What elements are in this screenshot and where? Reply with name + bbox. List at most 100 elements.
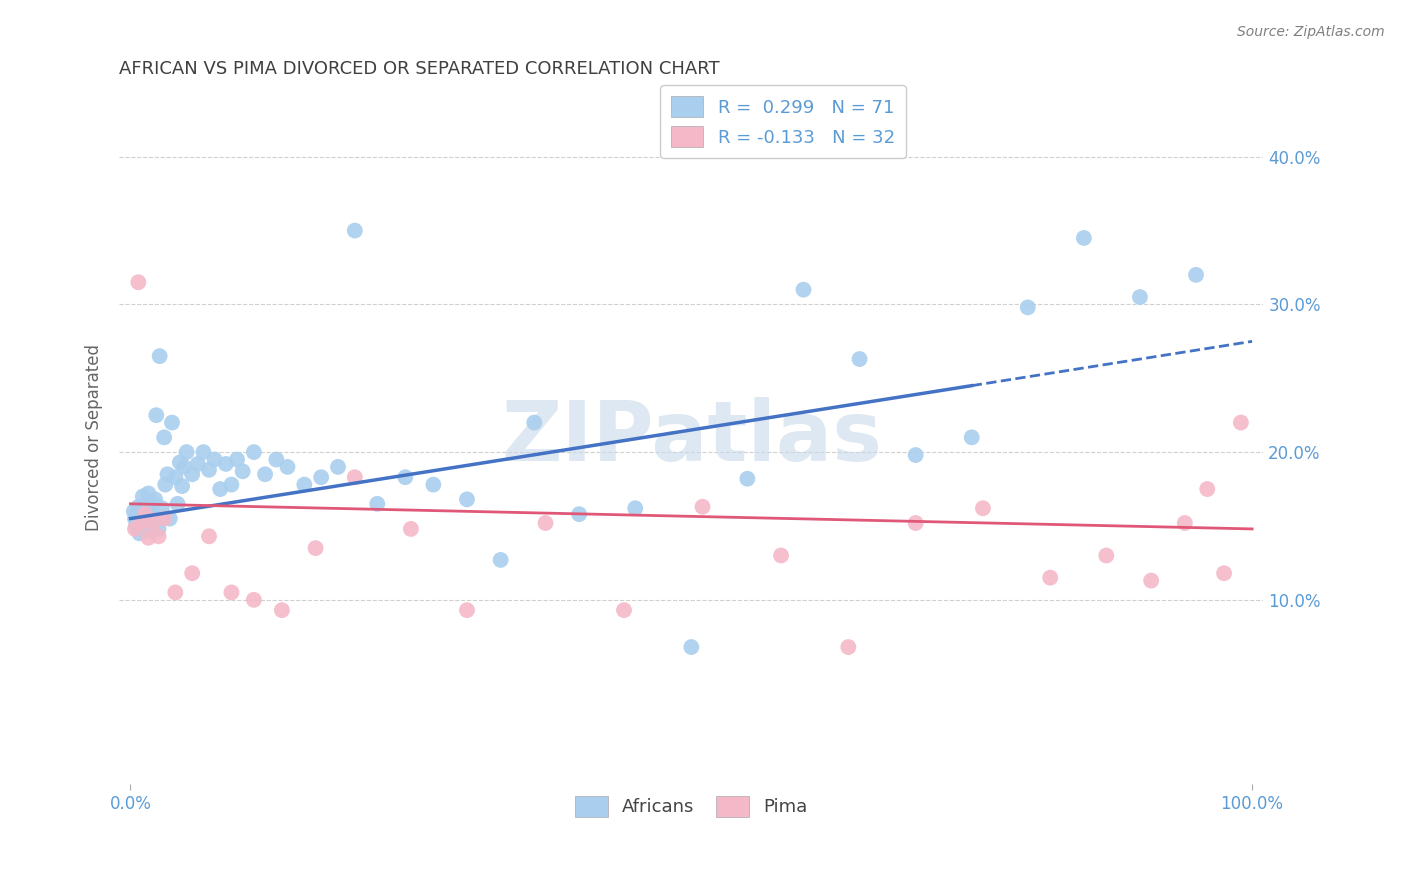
Point bbox=[129, 516, 152, 530]
Point bbox=[204, 452, 226, 467]
Point bbox=[309, 470, 332, 484]
Point bbox=[187, 457, 209, 471]
Point bbox=[148, 522, 170, 536]
Point bbox=[343, 470, 366, 484]
Text: ZIPatlas: ZIPatlas bbox=[501, 397, 882, 478]
Point bbox=[122, 504, 145, 518]
Point bbox=[143, 492, 166, 507]
Point bbox=[1230, 416, 1253, 430]
Point bbox=[193, 445, 215, 459]
Point bbox=[173, 459, 195, 474]
Point bbox=[254, 467, 277, 482]
Point bbox=[624, 501, 647, 516]
Point bbox=[366, 497, 388, 511]
Point bbox=[326, 459, 349, 474]
Point bbox=[169, 455, 191, 469]
Point bbox=[1197, 482, 1219, 496]
Point bbox=[489, 553, 512, 567]
Point bbox=[1039, 571, 1062, 585]
Point bbox=[1185, 268, 1208, 282]
Legend: Africans, Pima: Africans, Pima bbox=[568, 789, 814, 824]
Point bbox=[134, 507, 156, 521]
Point bbox=[276, 459, 298, 474]
Point bbox=[613, 603, 636, 617]
Point bbox=[127, 500, 149, 514]
Point bbox=[176, 445, 198, 459]
Point bbox=[848, 352, 870, 367]
Point bbox=[145, 408, 167, 422]
Point bbox=[132, 490, 155, 504]
Point bbox=[534, 516, 557, 530]
Point bbox=[226, 452, 249, 467]
Point bbox=[394, 470, 416, 484]
Point bbox=[399, 522, 422, 536]
Point bbox=[692, 500, 714, 514]
Point bbox=[456, 603, 478, 617]
Point bbox=[422, 477, 444, 491]
Point bbox=[1095, 549, 1118, 563]
Point bbox=[960, 430, 983, 444]
Point bbox=[150, 501, 173, 516]
Point bbox=[153, 430, 176, 444]
Point bbox=[456, 492, 478, 507]
Point bbox=[155, 477, 177, 491]
Point bbox=[132, 501, 155, 516]
Point bbox=[1017, 301, 1039, 315]
Point bbox=[904, 448, 927, 462]
Point bbox=[149, 349, 172, 363]
Point bbox=[737, 472, 759, 486]
Point bbox=[904, 516, 927, 530]
Point bbox=[127, 507, 149, 521]
Point bbox=[972, 501, 994, 516]
Point bbox=[156, 467, 179, 482]
Point bbox=[215, 457, 238, 471]
Point bbox=[304, 541, 326, 555]
Point bbox=[143, 511, 166, 525]
Point bbox=[138, 486, 160, 500]
Point bbox=[165, 585, 187, 599]
Point bbox=[266, 452, 288, 467]
Point bbox=[135, 497, 157, 511]
Point bbox=[141, 504, 163, 518]
Point bbox=[681, 640, 703, 654]
Point bbox=[209, 482, 232, 496]
Point bbox=[243, 445, 266, 459]
Point bbox=[172, 479, 194, 493]
Point bbox=[568, 507, 591, 521]
Point bbox=[292, 477, 315, 491]
Point bbox=[131, 522, 153, 536]
Point bbox=[142, 497, 165, 511]
Y-axis label: Divorced or Separated: Divorced or Separated bbox=[86, 343, 103, 531]
Point bbox=[523, 416, 546, 430]
Point bbox=[124, 522, 146, 536]
Point bbox=[128, 526, 150, 541]
Point bbox=[792, 283, 814, 297]
Point bbox=[271, 603, 294, 617]
Point bbox=[131, 516, 153, 530]
Point bbox=[243, 592, 266, 607]
Point bbox=[232, 464, 254, 478]
Point bbox=[181, 467, 204, 482]
Point bbox=[153, 511, 176, 525]
Point bbox=[1073, 231, 1095, 245]
Point bbox=[134, 511, 156, 525]
Point bbox=[124, 511, 146, 525]
Point bbox=[198, 463, 221, 477]
Point bbox=[1129, 290, 1152, 304]
Point bbox=[343, 223, 366, 237]
Point bbox=[142, 516, 165, 530]
Point bbox=[165, 470, 187, 484]
Point bbox=[198, 529, 221, 543]
Point bbox=[138, 515, 160, 529]
Point bbox=[160, 416, 183, 430]
Point bbox=[139, 524, 162, 538]
Point bbox=[1174, 516, 1197, 530]
Point bbox=[159, 511, 181, 525]
Point bbox=[148, 529, 170, 543]
Point bbox=[125, 519, 148, 533]
Point bbox=[181, 566, 204, 581]
Point bbox=[837, 640, 859, 654]
Point bbox=[221, 477, 243, 491]
Point bbox=[221, 585, 243, 599]
Point bbox=[166, 497, 188, 511]
